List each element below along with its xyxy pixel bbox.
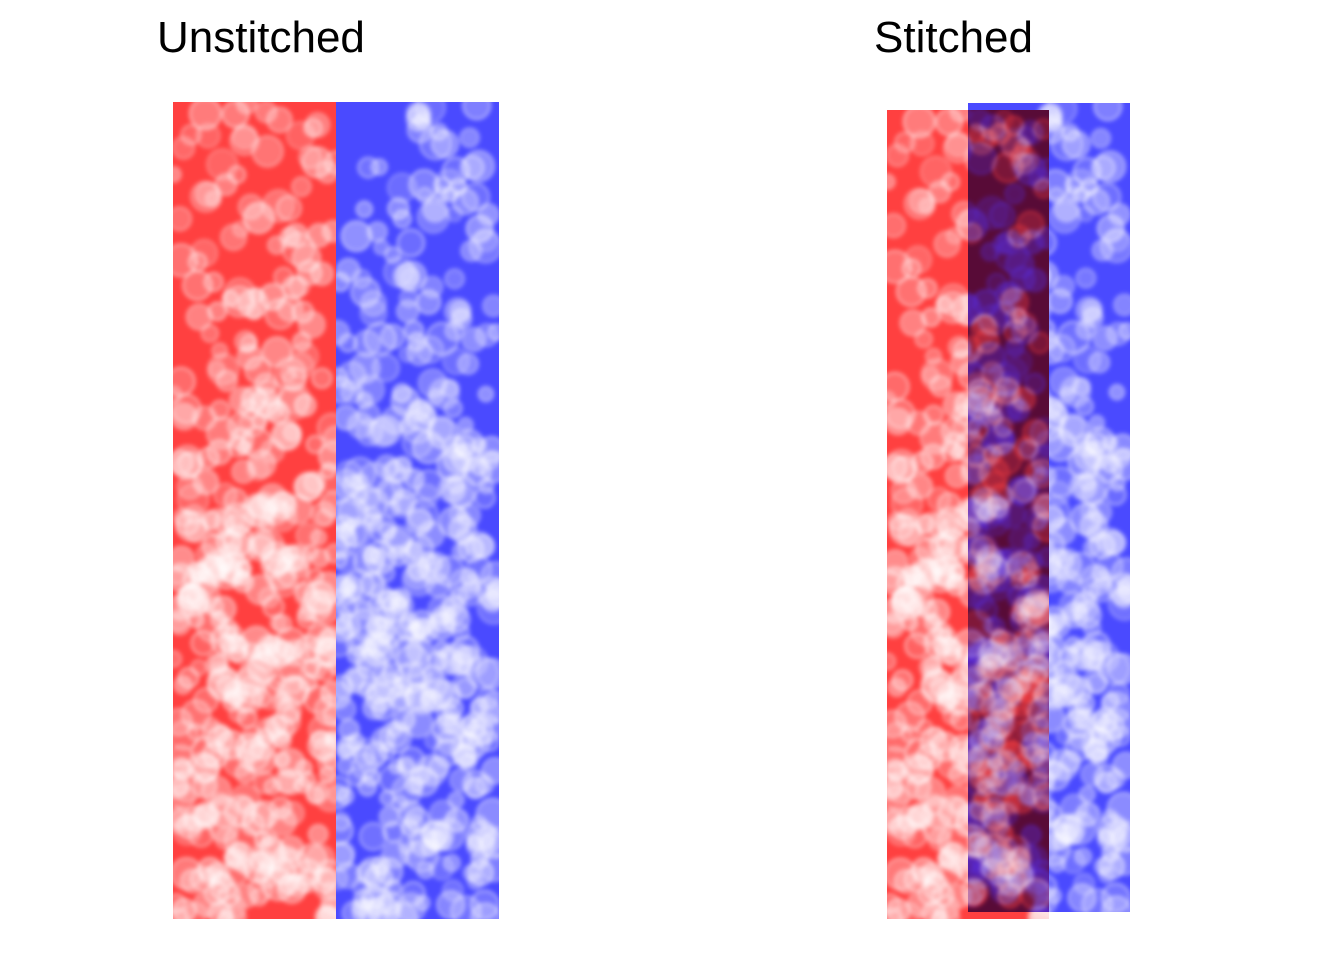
unstitched-blue-tile bbox=[336, 102, 499, 919]
panel-title-unstitched: Unstitched bbox=[157, 13, 365, 62]
tile-texture bbox=[173, 102, 336, 919]
panel-title-stitched: Stitched bbox=[874, 13, 1033, 62]
tile-texture bbox=[968, 110, 1049, 912]
stitched-overlap-region bbox=[968, 110, 1049, 912]
unstitched-red-tile bbox=[173, 102, 336, 919]
tile-texture bbox=[336, 102, 499, 919]
